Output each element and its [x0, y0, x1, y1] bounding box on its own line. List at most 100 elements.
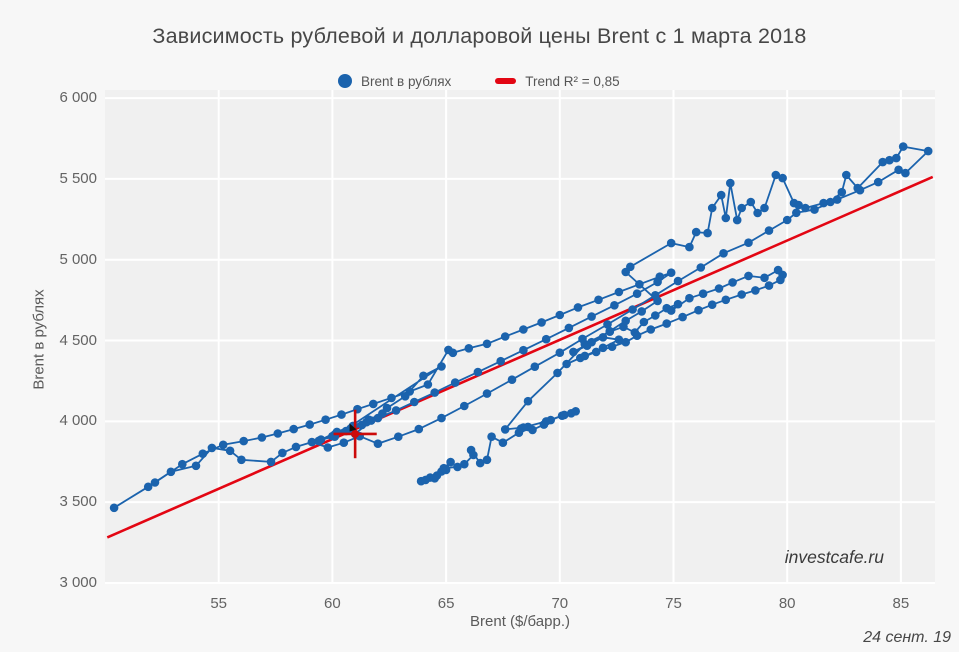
x-tick-label: 80 — [778, 595, 796, 612]
y-tick-label: 4 000 — [59, 412, 97, 430]
data-point — [571, 407, 580, 416]
data-point — [507, 375, 517, 385]
data-point — [637, 307, 646, 316]
data-point — [178, 459, 187, 469]
data-point — [530, 362, 540, 372]
data-point — [628, 305, 637, 314]
data-point — [651, 291, 660, 300]
data-point — [603, 320, 612, 329]
data-point — [698, 289, 708, 299]
data-point — [473, 367, 483, 377]
data-point — [621, 316, 630, 326]
data-point — [764, 281, 774, 290]
data-point — [760, 273, 769, 283]
data-point — [792, 208, 801, 218]
data-point — [714, 284, 724, 293]
data-point — [143, 482, 153, 492]
data-point — [394, 432, 403, 442]
data-point — [225, 446, 235, 456]
data-point — [587, 337, 596, 347]
data-point — [400, 392, 410, 401]
crosshair-center — [351, 429, 360, 438]
data-point — [901, 168, 910, 178]
data-point — [646, 325, 656, 334]
data-point — [482, 455, 492, 465]
y-tick-label: 3 000 — [59, 574, 97, 591]
data-point — [191, 461, 201, 471]
data-point — [653, 277, 662, 287]
data-point — [666, 306, 676, 315]
data-point — [737, 290, 746, 299]
data-point — [878, 157, 887, 167]
data-point — [819, 198, 828, 208]
data-point — [621, 337, 630, 347]
data-point — [662, 319, 671, 328]
data-point — [307, 437, 317, 447]
data-point — [673, 276, 683, 286]
data-point — [744, 271, 753, 281]
data-point — [753, 208, 762, 218]
data-point — [109, 503, 119, 513]
data-point — [321, 415, 330, 425]
data-point — [719, 249, 728, 258]
data-point — [605, 326, 615, 336]
watermark: investcafe.ru — [784, 547, 884, 567]
x-tick-label: 65 — [437, 595, 455, 612]
data-point — [500, 332, 510, 341]
legend-item-trend: Trend R² = 0,85 — [495, 74, 620, 89]
date-label: 24 сент. 19 — [863, 629, 951, 646]
data-point — [553, 368, 562, 378]
series-dot-icon — [338, 74, 352, 88]
data-point — [337, 410, 346, 419]
data-point — [500, 425, 510, 434]
data-point — [291, 442, 301, 452]
data-point — [685, 242, 694, 252]
data-point — [382, 403, 392, 413]
data-point — [764, 226, 774, 235]
data-point — [218, 440, 228, 450]
data-point — [460, 401, 469, 411]
data-point — [810, 205, 819, 214]
data-point — [421, 475, 430, 485]
data-point — [837, 187, 847, 197]
data-point — [239, 436, 248, 446]
data-point — [564, 323, 574, 333]
data-point — [594, 295, 603, 305]
data-point — [387, 393, 396, 403]
data-point — [414, 424, 424, 434]
data-point — [273, 429, 283, 438]
data-point — [751, 286, 760, 295]
data-point — [207, 443, 217, 453]
data-point — [519, 423, 528, 432]
x-tick-label: 85 — [892, 595, 910, 612]
data-point — [607, 342, 617, 352]
data-point — [744, 238, 753, 247]
data-point — [237, 455, 246, 465]
data-point — [873, 177, 883, 187]
data-point — [305, 420, 315, 429]
data-point — [430, 388, 440, 397]
data-point — [598, 343, 608, 353]
data-point — [266, 457, 276, 467]
data-point — [391, 406, 401, 415]
data-point — [369, 399, 378, 409]
data-point — [614, 335, 624, 345]
data-point — [771, 170, 781, 180]
data-point — [573, 303, 583, 312]
data-point — [626, 262, 635, 272]
cursor-mark — [349, 423, 357, 432]
data-point — [678, 312, 687, 322]
data-point — [448, 348, 458, 358]
y-tick-label: 5 500 — [59, 169, 97, 187]
legend-series-label: Brent в рублях — [361, 73, 452, 89]
data-point — [826, 197, 835, 207]
data-point — [685, 293, 694, 303]
data-point — [716, 190, 726, 200]
data-point — [537, 318, 546, 327]
chart-title: Зависимость рублевой и долларовой цены B… — [152, 24, 807, 48]
data-point — [598, 333, 608, 342]
data-point — [410, 397, 419, 407]
data-point — [691, 227, 701, 237]
data-point — [464, 344, 474, 353]
